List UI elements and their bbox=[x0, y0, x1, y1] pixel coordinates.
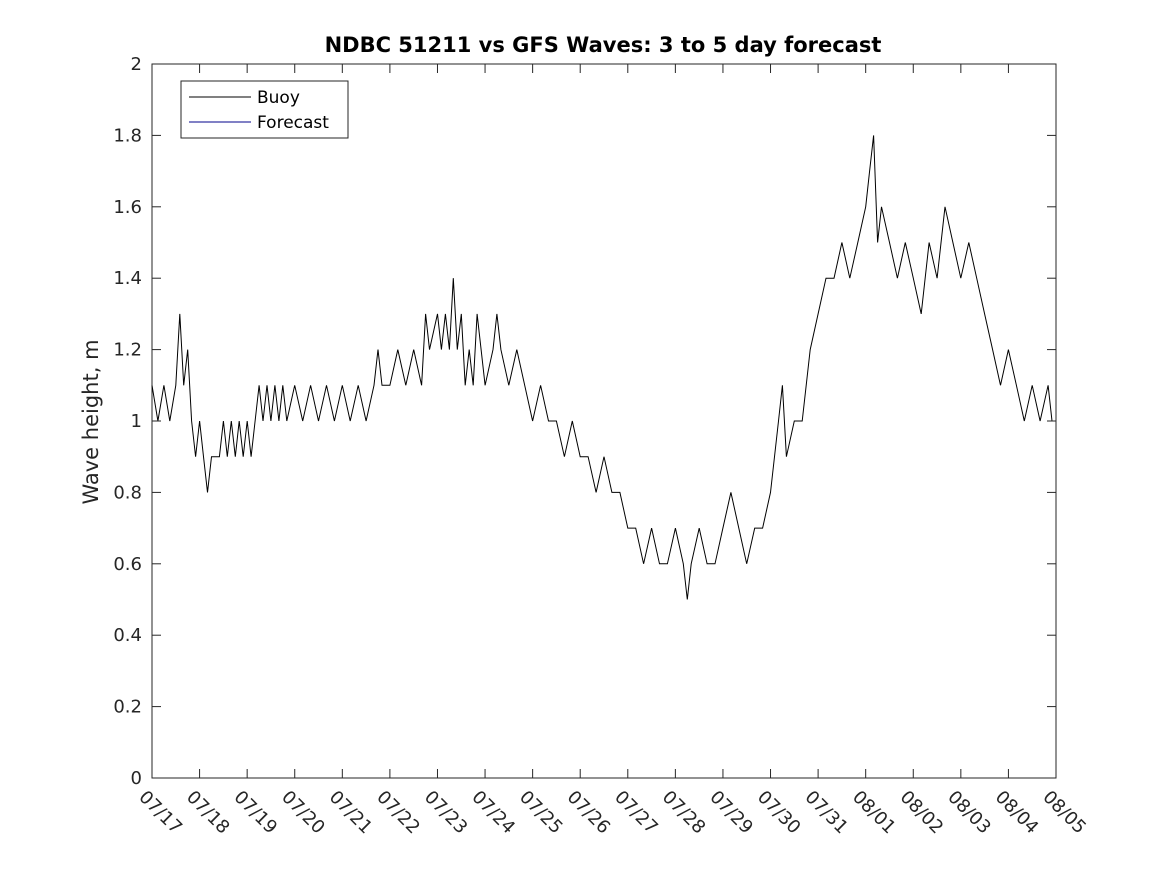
x-tick-label: 07/21 bbox=[325, 787, 377, 839]
y-axis-label: Wave height, m bbox=[79, 339, 103, 504]
x-tick-label: 07/20 bbox=[277, 787, 329, 839]
x-tick-label: 08/01 bbox=[848, 787, 900, 839]
x-tick-label: 07/26 bbox=[563, 787, 615, 839]
y-tick-label: 1.4 bbox=[113, 268, 142, 289]
x-tick-label: 07/18 bbox=[182, 787, 234, 839]
axes-frame bbox=[151, 63, 1057, 779]
x-tick-label: 07/24 bbox=[468, 787, 520, 839]
plot-area bbox=[151, 63, 1057, 779]
legend: Buoy Forecast bbox=[180, 80, 349, 139]
x-tick-label: 08/03 bbox=[943, 787, 995, 839]
axis-ticks: 00.20.40.60.811.21.41.61.8207/1707/1807/… bbox=[113, 54, 1090, 838]
x-tick-label: 07/29 bbox=[705, 787, 757, 839]
x-tick-label: 07/27 bbox=[610, 787, 662, 839]
y-tick-label: 0.4 bbox=[113, 625, 142, 646]
legend-label-forecast: Forecast bbox=[257, 113, 329, 133]
x-tick-label: 07/19 bbox=[230, 787, 282, 839]
x-tick-label: 07/25 bbox=[515, 787, 567, 839]
y-tick-label: 1.8 bbox=[113, 125, 142, 146]
y-tick-label: 2 bbox=[131, 54, 142, 75]
y-tick-label: 1.6 bbox=[113, 197, 142, 218]
x-tick-label: 07/22 bbox=[372, 787, 424, 839]
legend-label-buoy: Buoy bbox=[257, 88, 300, 108]
y-tick-label: 0.8 bbox=[113, 482, 142, 503]
x-tick-label: 07/17 bbox=[134, 787, 186, 839]
y-tick-label: 0.6 bbox=[113, 554, 142, 575]
series-line-buoy bbox=[151, 135, 1053, 600]
x-tick-label: 08/04 bbox=[991, 787, 1043, 839]
y-tick-label: 0 bbox=[131, 768, 142, 789]
chart-title: NDBC 51211 vs GFS Waves: 3 to 5 day fore… bbox=[325, 33, 882, 57]
x-tick-label: 08/02 bbox=[896, 787, 948, 839]
legend-box bbox=[180, 80, 349, 139]
y-tick-label: 0.2 bbox=[113, 697, 142, 718]
y-tick-label: 1 bbox=[131, 411, 142, 432]
x-tick-label: 07/28 bbox=[658, 787, 710, 839]
x-tick-label: 07/31 bbox=[801, 787, 853, 839]
x-tick-label: 07/30 bbox=[753, 787, 805, 839]
x-tick-label: 08/05 bbox=[1038, 787, 1090, 839]
x-tick-label: 07/23 bbox=[420, 787, 472, 839]
y-tick-label: 1.2 bbox=[113, 340, 142, 361]
